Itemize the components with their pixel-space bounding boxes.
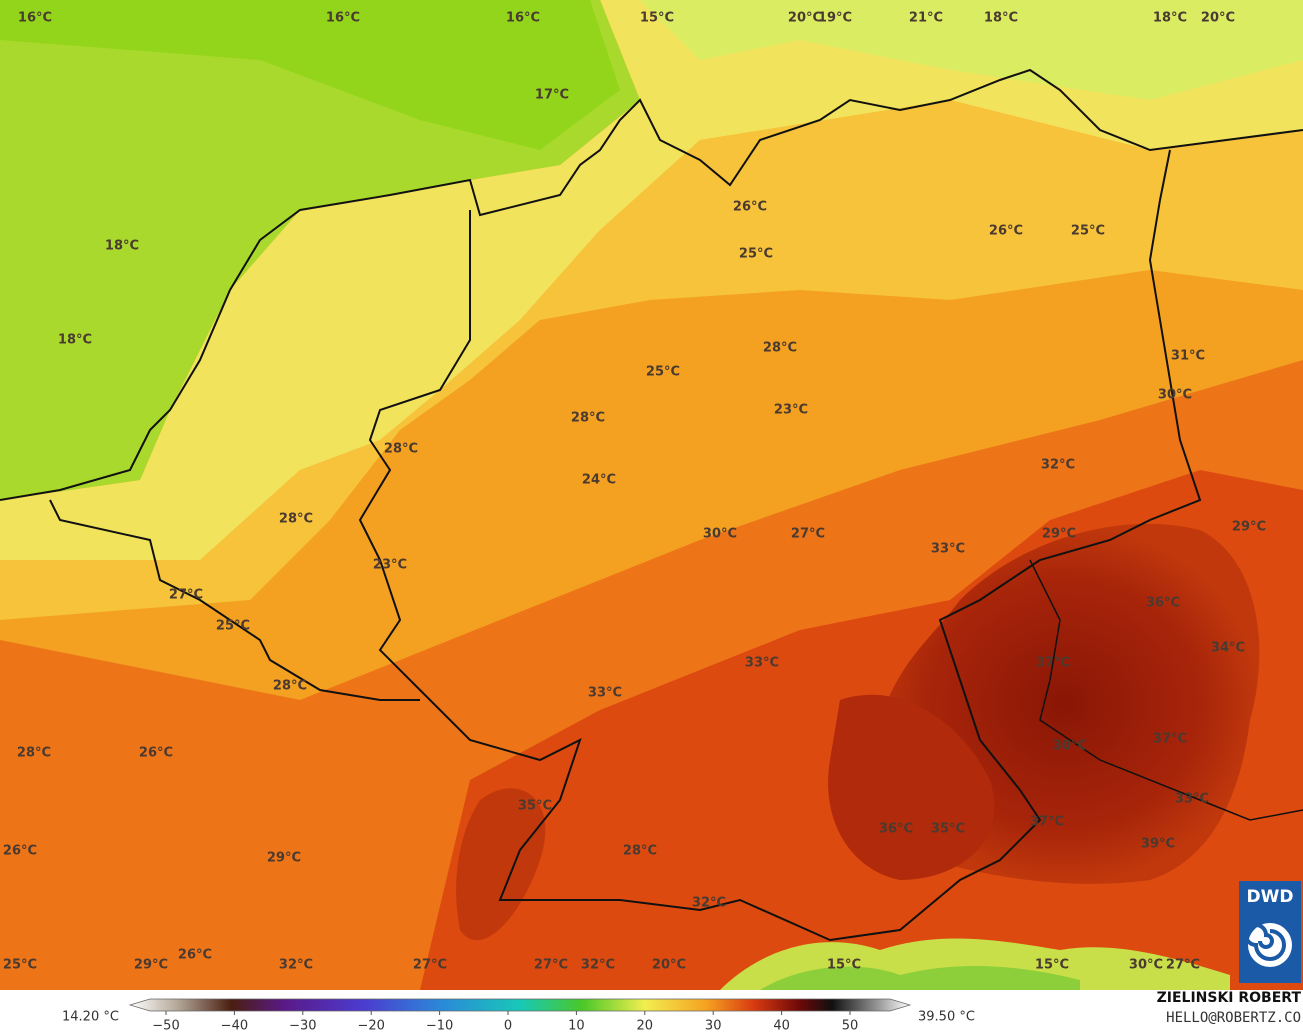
temperature-label: 27°C <box>1166 958 1200 973</box>
temperature-label: 26°C <box>3 844 37 859</box>
temperature-label: 26°C <box>733 200 767 215</box>
temperature-label: 32°C <box>1041 458 1075 473</box>
temperature-label: 28°C <box>279 512 313 527</box>
credit-contact: HELLO@ROBERTZ.CO <box>1166 1010 1301 1026</box>
border <box>358 149 1202 942</box>
temperature-labels: 16°C 16°C 16°C 15°C 20°C19°C 21°C 18°C 18°C 20°C… <box>3 11 1266 973</box>
temperature-label: 35°C <box>518 799 552 814</box>
temperature-label: 29°C <box>267 851 301 866</box>
temperature-label: 33°C <box>1175 792 1209 807</box>
coastline <box>0 68 1303 942</box>
colorbar-tick-label: −30 <box>289 1019 316 1034</box>
coastline <box>0 68 1303 501</box>
temperature-label: 33°C <box>745 656 779 671</box>
border <box>49 499 420 701</box>
map-background <box>0 0 1303 990</box>
temperature-label: 32°C <box>581 958 615 973</box>
credit-name: ZIELINSKI ROBERT <box>1157 990 1302 1006</box>
temperature-label: 25°C <box>3 958 37 973</box>
temperature-label: 28°C <box>571 411 605 426</box>
temperature-label: 33°C <box>931 542 965 557</box>
temperature-label: 17°C <box>535 88 569 103</box>
temperature-label: 39°C <box>1141 837 1175 852</box>
temperature-label: 37°C <box>1030 815 1064 830</box>
temperature-label: 21°C <box>909 11 943 26</box>
colorbar-tick-label: 10 <box>568 1019 585 1034</box>
temperature-label: 24°C <box>582 473 616 488</box>
colorbar-gradient <box>128 998 912 1012</box>
temperature-label: 23°C <box>373 558 407 573</box>
temperature-label: 30°C <box>1129 958 1163 973</box>
colorbar: 14.20 °C 39.50 °C −50 −40 −30 −20 −10 0 10 20 30… <box>0 990 1303 1035</box>
temperature-label: 27°C <box>413 958 447 973</box>
temperature-label: 28°C <box>17 746 51 761</box>
colorbar-tick-label: −20 <box>357 1019 384 1034</box>
temperature-label: 37°C <box>1153 732 1187 747</box>
temperature-label: 31°C <box>1171 349 1205 364</box>
border <box>1029 559 1303 821</box>
temperature-label: 25°C <box>739 247 773 262</box>
colorbar-tick-label: −10 <box>426 1019 453 1034</box>
temperature-label: 16°C <box>326 11 360 26</box>
temperature-label: 36°C <box>879 822 913 837</box>
temperature-label: 29°C <box>134 958 168 973</box>
temperature-label: 25°C <box>216 619 250 634</box>
colorbar-tick-label: −40 <box>221 1019 248 1034</box>
temperature-label: 20°C <box>1201 11 1235 26</box>
dwd-logo: DWD <box>1239 881 1301 983</box>
temperature-label: 30°C <box>1158 388 1192 403</box>
logo-spiral <box>1244 923 1286 961</box>
temperature-label: 29°C <box>1232 520 1266 535</box>
temperature-label: 15°C <box>1035 958 1069 973</box>
temperature-label: 28°C <box>384 442 418 457</box>
temperature-label: 16°C <box>506 11 540 26</box>
temperature-label: 26°C <box>139 746 173 761</box>
temperature-label: 28°C <box>623 844 657 859</box>
colorbar-max: 39.50 °C <box>918 1010 975 1025</box>
colorbar-min: 14.20 °C <box>62 1010 119 1025</box>
temperature-label: 33°C <box>588 686 622 701</box>
temperature-label: 18°C <box>1153 11 1187 26</box>
temperature-label: 26°C <box>178 948 212 963</box>
temperature-label: 18°C <box>984 11 1018 26</box>
temperature-label: 27°C <box>791 527 825 542</box>
temperature-label: 27°C <box>169 588 203 603</box>
temperature-label: 15°C <box>640 11 674 26</box>
colorbar-tick-label: 30 <box>705 1019 722 1034</box>
temperature-label: 34°C <box>1211 641 1245 656</box>
temperature-label: 25°C <box>646 365 680 380</box>
temperature-label: 26°C <box>989 224 1023 239</box>
colorbar-tick-label: −50 <box>152 1019 179 1034</box>
temperature-label: 30°C <box>1053 739 1087 754</box>
temperature-label: 15°C <box>827 958 861 973</box>
temperature-label: 32°C <box>279 958 313 973</box>
temperature-label: 25°C <box>1071 224 1105 239</box>
temperature-label: 36°C <box>1146 596 1180 611</box>
legend-background <box>0 990 1303 1035</box>
temperature-label: 16°C <box>18 11 52 26</box>
temperature-label: 32°C <box>692 896 726 911</box>
colorbar-tick-label: 20 <box>637 1019 654 1034</box>
temperature-label: 29°C <box>1042 527 1076 542</box>
temperature-label: 18°C <box>58 333 92 348</box>
temperature-label: 28°C <box>763 341 797 356</box>
logo-text: DWD <box>1247 887 1294 907</box>
temperature-label: 20°C <box>652 958 686 973</box>
temperature-label: 19°C <box>818 11 852 26</box>
temperature-label: 18°C <box>105 239 139 254</box>
colorbar-tick-label: 0 <box>504 1019 512 1034</box>
temperature-label: 30°C <box>703 527 737 542</box>
temperature-label: 37°C <box>1036 656 1070 671</box>
temperature-label: 35°C <box>931 822 965 837</box>
colorbar-ticks: −50 −40 −30 −20 −10 0 10 20 30 40 50 <box>152 1011 858 1034</box>
temperature-label: 27°C <box>534 958 568 973</box>
temperature-label: 20°C <box>788 11 822 26</box>
colorbar-tick-label: 50 <box>842 1019 859 1034</box>
colorbar-tick-label: 40 <box>773 1019 790 1034</box>
temperature-label: 28°C <box>273 679 307 694</box>
temperature-label: 23°C <box>774 403 808 418</box>
